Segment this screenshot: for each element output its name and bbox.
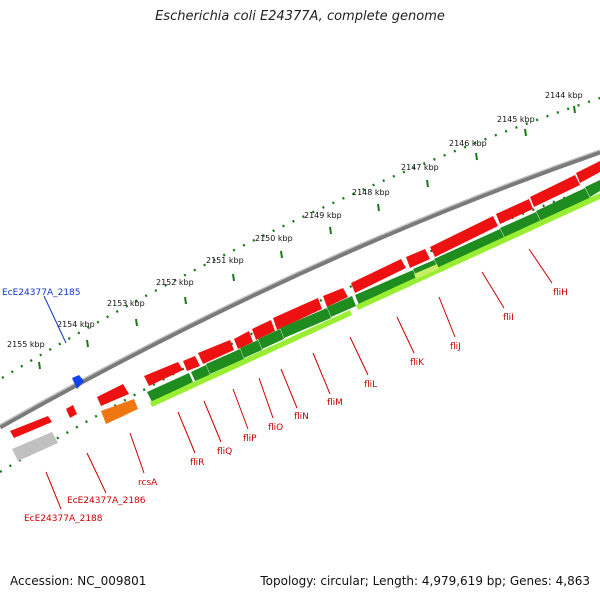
gene-feature-red-14[interactable]: [496, 199, 533, 224]
tick-label: 2146 kbp: [449, 139, 487, 148]
tick-mark: [38, 361, 41, 370]
gene-feature-green-6[interactable]: [280, 308, 331, 338]
gene-feature-orange[interactable]: [101, 399, 138, 424]
gene-feature-red-13[interactable]: [430, 216, 498, 257]
gene-label-leader: [280, 368, 298, 409]
gene-label[interactable]: fliN: [294, 412, 309, 422]
gene-label-leader: [203, 400, 222, 443]
map-background: [0, 96, 600, 474]
gene-label-leader: [86, 452, 107, 494]
gene-feature-red-4[interactable]: [144, 362, 183, 386]
gene-feature-green-7[interactable]: [327, 296, 356, 317]
tick-label: 2155 kbp: [7, 340, 45, 349]
tick-label: 2152 kbp: [156, 278, 194, 287]
gene-feature-green-8[interactable]: [355, 270, 418, 305]
tick-label: 2154 kbp: [57, 320, 95, 329]
map-title: Escherichia coli E24377A, complete genom…: [155, 9, 445, 24]
gene-feature-green-13[interactable]: [585, 180, 600, 197]
genome-backbone: [0, 149, 600, 430]
gene-label[interactable]: EcE24377A_2185: [2, 288, 81, 298]
gene-feature-red-12[interactable]: [406, 249, 430, 268]
gene-feature-green-11[interactable]: [500, 212, 541, 238]
gene-feature-lightgreen-2: [356, 193, 600, 310]
tick-label: 2144 kbp: [545, 91, 583, 100]
gene-label[interactable]: fliR: [190, 458, 204, 468]
gene-feature-red-3[interactable]: [97, 384, 129, 406]
gene-feature-green-3[interactable]: [206, 349, 244, 374]
gene-label-leader: [438, 296, 456, 338]
gene-label[interactable]: fliO: [268, 423, 283, 433]
gene-label-leader: [177, 411, 196, 454]
tick-mark: [329, 226, 332, 235]
gene-feature-red-11[interactable]: [351, 259, 406, 293]
gene-feature-red-7[interactable]: [234, 331, 253, 349]
gene-label[interactable]: fliP: [243, 434, 257, 444]
tick-label: 2150 kbp: [255, 234, 293, 243]
tick-mark: [184, 296, 187, 305]
gene-label-leader: [232, 388, 249, 430]
tick-label: 2145 kbp: [497, 115, 535, 124]
gene-feature-red-10[interactable]: [323, 288, 348, 307]
tick-label: 2149 kbp: [304, 211, 342, 220]
gene-feature-red-16[interactable]: [576, 161, 600, 183]
gene-feature-lightgreen-3: [414, 264, 439, 279]
gene-feature-red-5[interactable]: [183, 356, 200, 371]
tick-mark: [426, 179, 429, 188]
gene-feature-green-2[interactable]: [191, 365, 210, 381]
accession-label: Accession: NC_009801: [10, 574, 147, 588]
gene-label[interactable]: fliM: [327, 398, 343, 408]
genome-summary: Topology: circular; Length: 4,979,619 bp…: [260, 574, 590, 588]
tick-mark: [135, 318, 138, 327]
gene-label-leader: [312, 352, 331, 395]
gene-feature-red-1[interactable]: [10, 416, 52, 438]
gene-label[interactable]: fliQ: [217, 447, 232, 457]
gene-feature-red-15[interactable]: [530, 175, 580, 207]
tick-label: 2153 kbp: [107, 299, 145, 308]
tick-mark: [475, 152, 478, 161]
gene-feature-green-12[interactable]: [536, 188, 590, 221]
gene-feature-grey[interactable]: [12, 432, 58, 461]
genome-backbone-highlight: [0, 149, 600, 426]
gene-label[interactable]: fliK: [410, 358, 425, 368]
tick-label: 2148 kbp: [352, 188, 390, 197]
gene-label[interactable]: fliI: [503, 313, 514, 323]
gene-feature-lightgreen-1: [150, 310, 352, 407]
gene-label[interactable]: EcE24377A_2188: [24, 514, 103, 524]
tick-mark: [377, 203, 380, 212]
gene-feature-red-8[interactable]: [252, 320, 275, 340]
tick-mark: [573, 105, 576, 114]
gene-label-leader: [129, 432, 145, 474]
gene-feature-green-5[interactable]: [258, 329, 284, 349]
gene-label-leader: [258, 377, 274, 419]
gene-feature-blue[interactable]: [72, 375, 84, 389]
gene-label[interactable]: fliH: [553, 288, 568, 298]
gene-label[interactable]: rcsA: [138, 478, 158, 488]
gene-label-leader: [396, 316, 415, 354]
gene-label[interactable]: EcE24377A_2186: [67, 496, 146, 506]
tick-mark: [280, 250, 283, 259]
gene-feature-red-2[interactable]: [66, 405, 77, 418]
gene-label-leader: [528, 248, 553, 284]
gene-label[interactable]: fliJ: [450, 342, 461, 352]
tick-mark: [86, 339, 89, 348]
gene-feature-green-4[interactable]: [240, 340, 262, 358]
gene-label-leader: [43, 295, 67, 344]
tick-label: 2151 kbp: [206, 256, 244, 265]
gene-feature-green-10[interactable]: [434, 229, 505, 269]
gene-feature-red-9[interactable]: [273, 298, 322, 330]
tick-label: 2147 kbp: [401, 163, 439, 172]
tick-mark: [524, 128, 527, 137]
gene-feature-green-1[interactable]: [147, 373, 193, 402]
tick-mark: [232, 273, 235, 282]
gene-feature-red-6[interactable]: [198, 340, 234, 364]
gene-label-leader: [45, 471, 62, 510]
gene-label[interactable]: fliL: [364, 380, 377, 390]
gene-label-leader: [349, 336, 369, 376]
gene-label-leader: [481, 271, 505, 309]
